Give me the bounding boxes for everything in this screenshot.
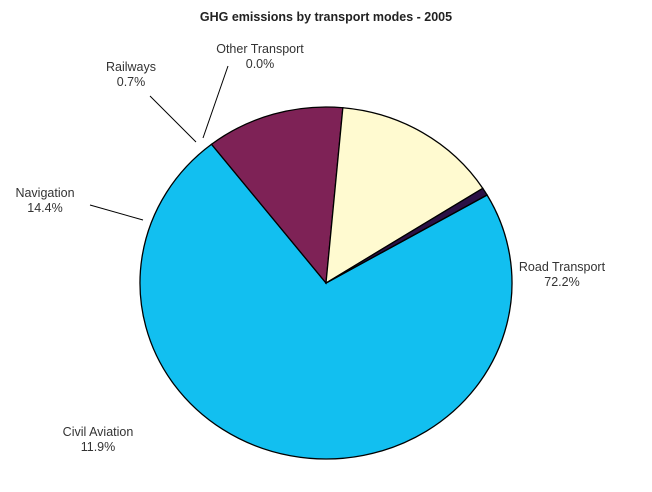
slice-value-road-transport: 72.2% [544,275,579,289]
slices-layer [139,106,513,460]
slice-value-navigation: 14.4% [27,201,62,215]
slice-label-other-transport: Other Transport [216,42,304,56]
slice-label-road-transport: Road Transport [519,260,606,274]
leader-line-railways [149,95,197,143]
pie-slice-navigation [325,107,484,285]
slice-label-navigation: Navigation [15,186,74,200]
leader-lines [89,65,229,221]
leader-line-navigation [89,204,144,221]
slice-value-railways: 0.7% [117,75,146,89]
pie-slice-other-transport [325,194,488,284]
chart-title: GHG emissions by transport modes - 2005 [200,10,452,24]
pie-slice-civil-aviation [210,106,344,285]
slice-label-civil-aviation: Civil Aviation [63,425,134,439]
leader-line-other-transport [202,65,229,139]
slice-value-civil-aviation: 11.9% [81,440,116,454]
slice-label-railways: Railways [106,60,156,74]
slice-value-other-transport: 0.0% [246,57,275,71]
pie-slice-road-transport [139,143,513,460]
